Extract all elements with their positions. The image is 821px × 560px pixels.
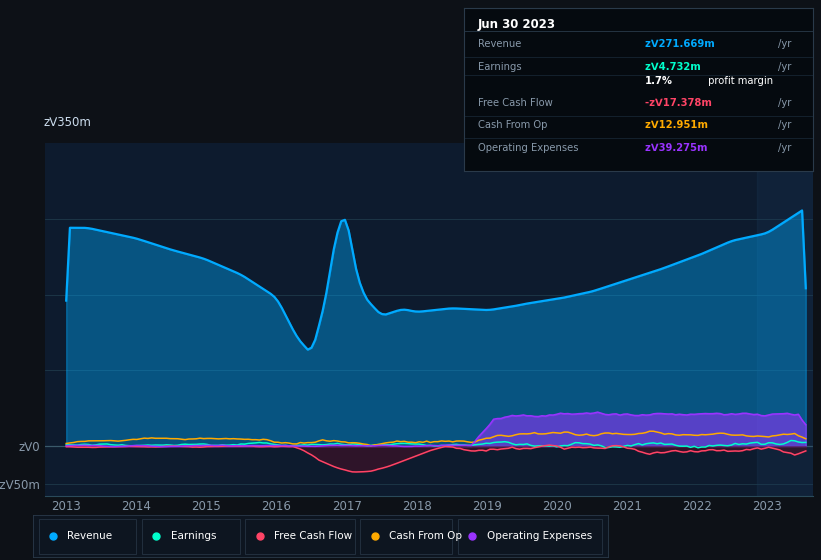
Text: /yr: /yr — [778, 97, 791, 108]
Text: /yr: /yr — [778, 62, 791, 72]
Text: Free Cash Flow: Free Cash Flow — [478, 97, 553, 108]
Text: Earnings: Earnings — [478, 62, 521, 72]
Text: zᐯ4.732m: zᐯ4.732m — [645, 62, 704, 72]
Text: Revenue: Revenue — [67, 531, 112, 541]
Text: Cash From Op: Cash From Op — [478, 120, 548, 130]
Text: zᐯ350m: zᐯ350m — [44, 116, 91, 129]
Text: -zᐯ17.378m: -zᐯ17.378m — [645, 97, 716, 108]
Text: Earnings: Earnings — [171, 531, 216, 541]
Text: /yr: /yr — [778, 143, 791, 153]
Text: Free Cash Flow: Free Cash Flow — [274, 531, 352, 541]
Text: Operating Expenses: Operating Expenses — [487, 531, 592, 541]
Text: profit margin: profit margin — [704, 76, 773, 86]
Text: /yr: /yr — [778, 39, 791, 49]
Text: Operating Expenses: Operating Expenses — [478, 143, 578, 153]
Text: 1.7%: 1.7% — [645, 76, 673, 86]
Text: zᐯ12.951m: zᐯ12.951m — [645, 120, 712, 130]
Text: Jun 30 2023: Jun 30 2023 — [478, 18, 556, 31]
Text: Revenue: Revenue — [478, 39, 521, 49]
Bar — [757, 143, 813, 496]
Text: Cash From Op: Cash From Op — [389, 531, 462, 541]
Text: zᐯ271.669m: zᐯ271.669m — [645, 39, 718, 49]
Text: /yr: /yr — [778, 120, 791, 130]
Text: zᐯ39.275m: zᐯ39.275m — [645, 143, 711, 153]
